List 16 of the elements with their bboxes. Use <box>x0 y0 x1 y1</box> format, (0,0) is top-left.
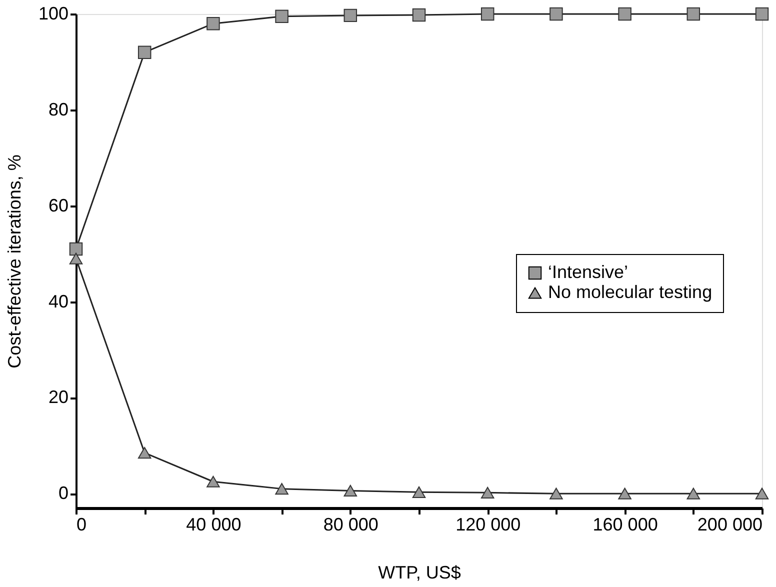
x-tick-label: 120 000 <box>456 514 521 534</box>
x-axis-title: WTP, US$ <box>378 562 461 582</box>
y-tick-label: 20 <box>48 387 68 408</box>
legend-label: ‘Intensive’ <box>548 262 628 282</box>
y-tick-label: 80 <box>48 99 68 120</box>
x-tick-label: 80 000 <box>323 514 378 534</box>
y-tick-label: 100 <box>38 4 68 24</box>
y-axis-title: Cost-effective iterations, % <box>4 154 24 368</box>
x-tick-label: 160 000 <box>592 514 658 534</box>
y-tick-label: 0 <box>58 483 68 504</box>
x-tick-label: 0 <box>76 514 87 534</box>
y-tick-label: 60 <box>48 195 68 216</box>
y-tick-label: 40 <box>48 291 68 312</box>
x-tick-label: 40 000 <box>186 514 242 534</box>
x-tick-label: 200 000 <box>697 514 762 534</box>
legend-label: No molecular testing <box>548 282 712 302</box>
